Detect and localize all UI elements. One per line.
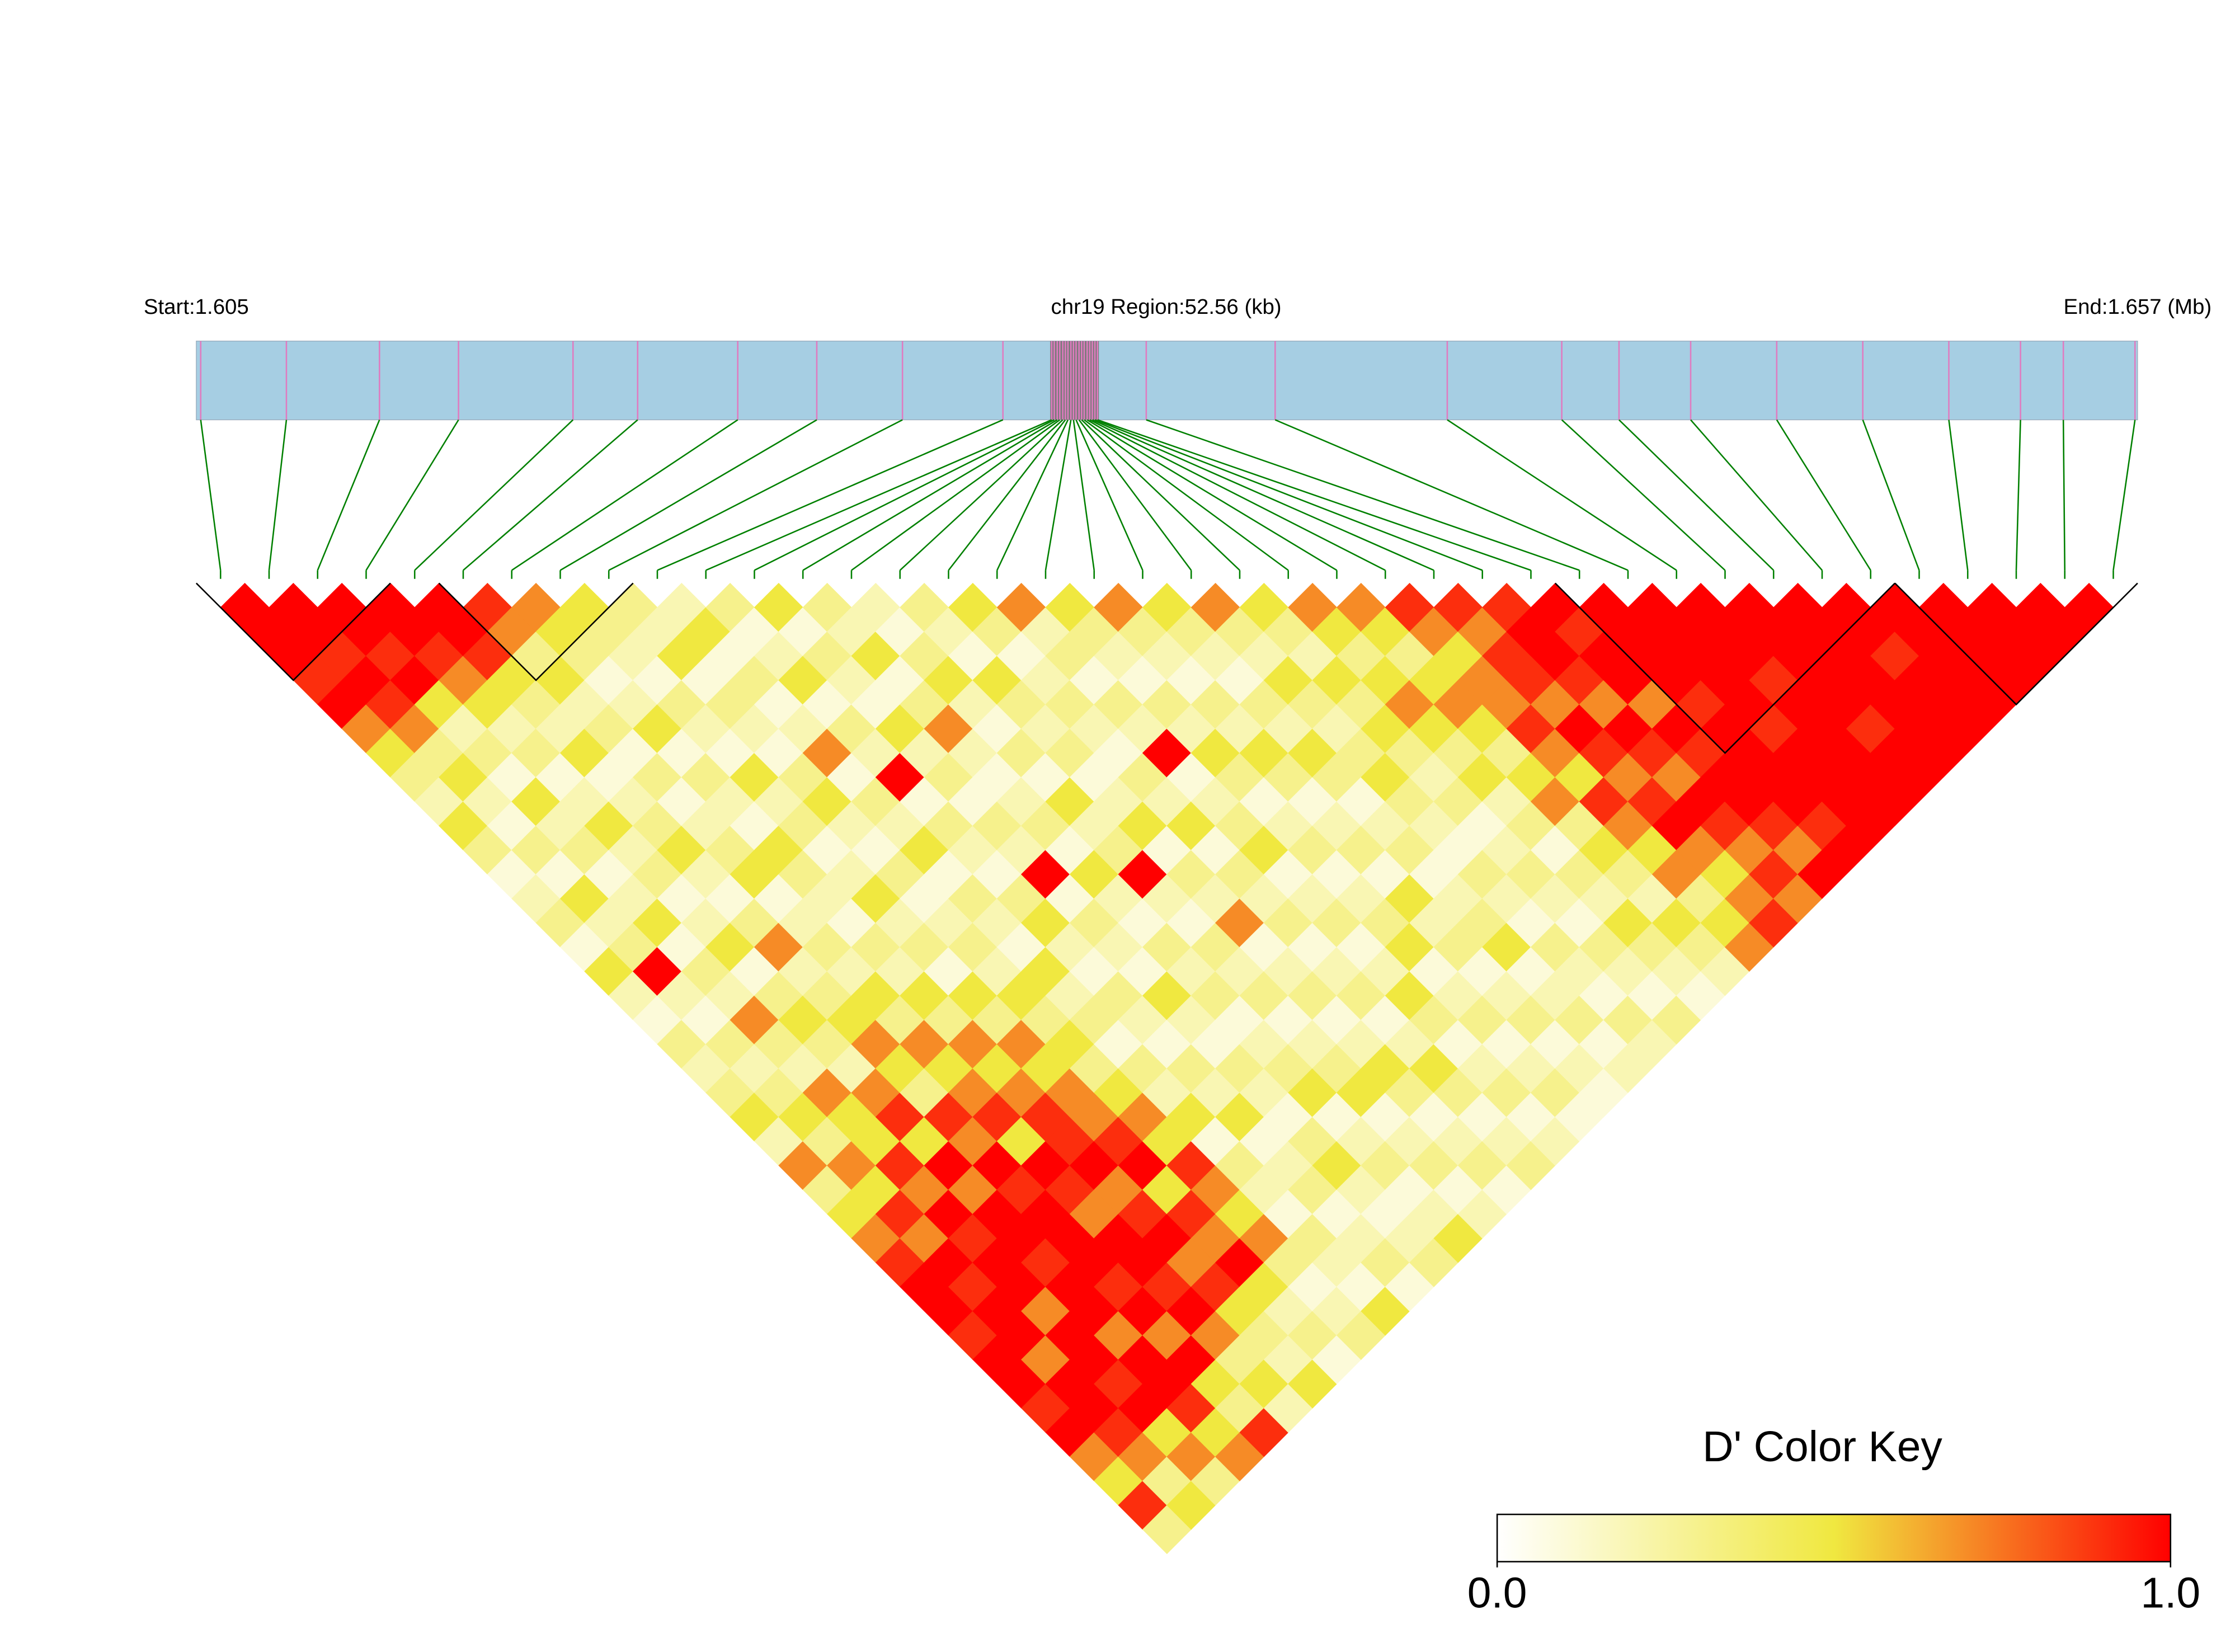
- snp-connector: [754, 419, 1055, 571]
- colorbar-tick-label: 1.0: [2140, 1569, 2200, 1617]
- ld-block: [438, 582, 634, 681]
- snp-connector: [317, 419, 380, 571]
- snp-connector: [365, 419, 459, 571]
- snp-connector: [1618, 419, 1775, 571]
- snp-connector: [1146, 419, 1580, 571]
- snp-connector: [463, 419, 638, 571]
- snp-connector: [268, 420, 288, 571]
- start-label: Start:1.605: [144, 295, 249, 319]
- snp-connector: [1081, 419, 1240, 571]
- snp-connector: [1044, 420, 1072, 571]
- snp-connector: [1948, 420, 1969, 571]
- snp-connector: [1097, 419, 1531, 571]
- end-label: End:1.657 (Mb): [2063, 295, 2212, 319]
- snp-connector: [1447, 419, 1677, 571]
- snp-connector: [1862, 420, 1920, 571]
- ld-block: [195, 582, 391, 681]
- snp-connector: [1072, 420, 1095, 571]
- snp-connector: [1094, 419, 1483, 571]
- snp-connector: [200, 420, 222, 571]
- snp-connector: [608, 419, 903, 571]
- snp-connector: [1089, 419, 1386, 571]
- snp-connector: [1690, 419, 1823, 571]
- snp-connector: [511, 419, 738, 571]
- snp-connector: [948, 419, 1066, 571]
- snp-connector: [2015, 420, 2021, 571]
- snp-connector: [1084, 419, 1289, 571]
- snp-connector: [1561, 419, 1726, 571]
- snp-connector: [899, 419, 1064, 571]
- snp-connector: [1091, 419, 1434, 571]
- gene-region: [1050, 341, 1099, 420]
- snp-connector: [414, 419, 574, 571]
- gene-track: [196, 340, 2138, 421]
- snp-connector: [559, 419, 817, 571]
- snp-connector: [1086, 419, 1338, 571]
- snp-connector: [1078, 419, 1192, 571]
- snp-connector: [1075, 419, 1144, 571]
- ld-block: [1554, 582, 1896, 754]
- snp-connector: [802, 419, 1058, 571]
- snp-connector: [2112, 420, 2136, 571]
- snp-connector: [1776, 419, 1871, 571]
- colorbar-tick-label: 0.0: [1467, 1569, 1527, 1617]
- colorbar: [1496, 1513, 2172, 1562]
- snp-connector: [996, 419, 1069, 571]
- snp-connector: [2062, 420, 2066, 571]
- snp-connector: [1274, 419, 1629, 571]
- snp-connector: [851, 419, 1061, 571]
- snp-connector: [705, 419, 1052, 571]
- colorbar-title: D' Color Key: [1702, 1423, 1942, 1471]
- chart-title: chr19 Region:52.56 (kb): [1051, 295, 1282, 319]
- snp-connector: [657, 419, 1004, 571]
- heatmap: [220, 582, 2114, 1554]
- ld-block: [1894, 582, 2138, 706]
